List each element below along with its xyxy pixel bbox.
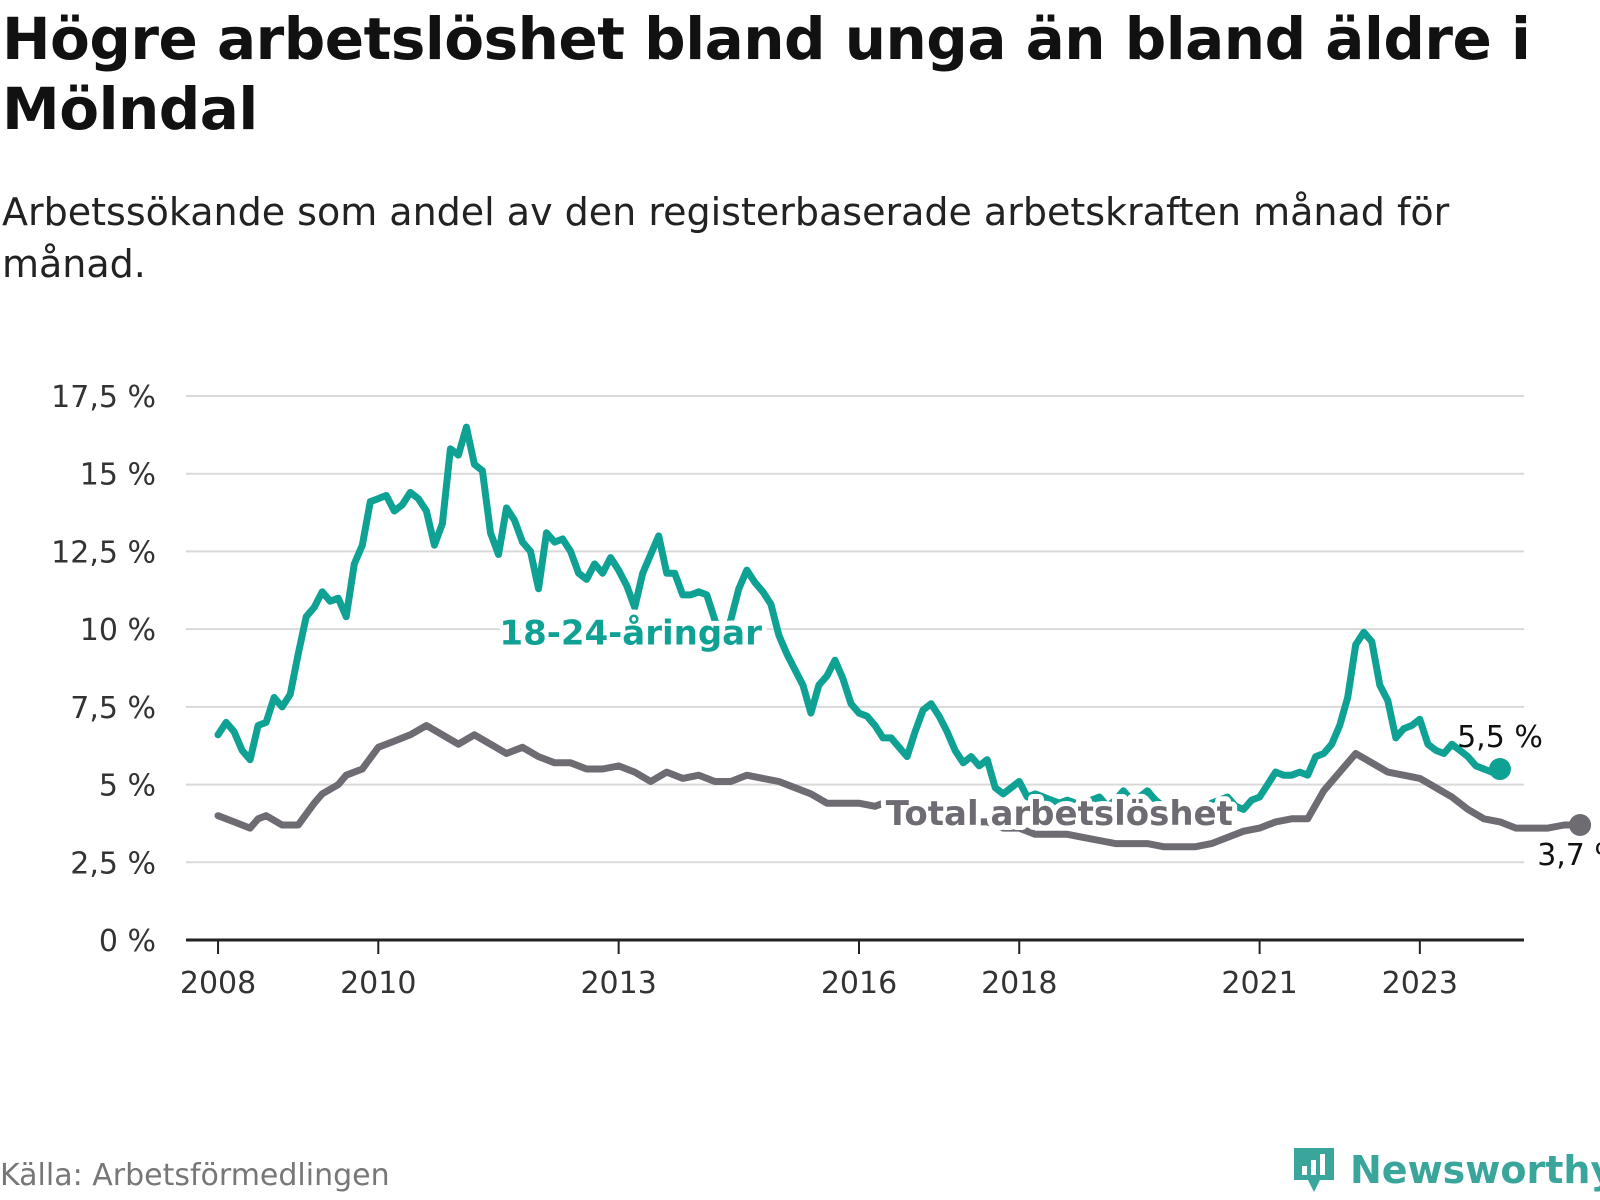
line-chart: 0 % 2,5 % 5 % 7,5 % 10 % 12,5 % 15 % 17,5 % 2008… [51,380,1600,1001]
x-tick-label: 2018 [981,966,1057,1001]
total-series-line [214,722,1584,851]
y-tick-label: 0 % [99,924,156,959]
y-tick-label: 7,5 % [70,691,156,726]
x-tick-label: 2008 [180,966,256,1001]
x-tick-label: 2021 [1221,966,1297,1001]
total-series-label: Total arbetslöshet [886,794,1233,834]
brand-logo: Newsworthy [1290,1144,1600,1196]
total-end-marker [1569,813,1592,836]
youth-end-label: 5,5 % [1457,720,1543,755]
youth-series-label: 18-24-åringar [499,614,762,654]
x-tick-label: 2010 [340,966,416,1001]
y-tick-label: 5 % [99,769,156,804]
y-tick-label: 2,5 % [70,846,156,881]
chart-title: Högre arbetslöshet bland unga än bland ä… [2,5,1531,143]
x-tick-label: 2023 [1382,966,1458,1001]
source-note: Källa: Arbetsförmedlingen [0,1158,390,1193]
total-end-label: 3,7 % [1537,838,1600,873]
y-tick-label: 17,5 % [51,380,156,415]
y-tick-label: 15 % [80,458,156,493]
y-tick-label: 10 % [80,613,156,648]
brand-name: Newsworthy [1350,1148,1600,1192]
x-tick-label: 2013 [580,966,656,1001]
chart-subtitle: Arbetssökande som andel av den registerb… [2,190,1450,286]
youth-end-marker [1488,758,1511,781]
newsworthy-logo-icon [1294,1148,1334,1192]
x-tick-label: 2016 [821,966,897,1001]
youth-series-line [214,423,1504,820]
y-tick-label: 12,5 % [51,535,156,570]
